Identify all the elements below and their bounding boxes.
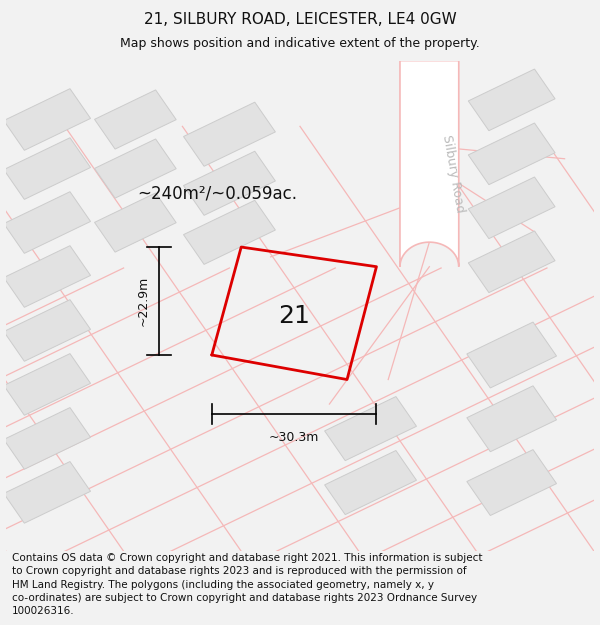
Polygon shape — [400, 61, 459, 267]
Polygon shape — [4, 354, 91, 415]
Polygon shape — [95, 193, 176, 252]
Polygon shape — [184, 102, 275, 166]
Text: ~22.9m: ~22.9m — [137, 276, 150, 326]
Polygon shape — [467, 322, 557, 388]
Polygon shape — [468, 231, 555, 292]
Polygon shape — [184, 200, 275, 264]
Polygon shape — [4, 138, 91, 199]
Polygon shape — [325, 451, 416, 514]
Polygon shape — [4, 246, 91, 308]
Polygon shape — [4, 461, 91, 523]
Text: ~240m²/~0.059ac.: ~240m²/~0.059ac. — [137, 184, 298, 202]
Text: 21, SILBURY ROAD, LEICESTER, LE4 0GW: 21, SILBURY ROAD, LEICESTER, LE4 0GW — [143, 11, 457, 26]
Polygon shape — [4, 89, 91, 151]
Polygon shape — [468, 69, 555, 131]
Text: Contains OS data © Crown copyright and database right 2021. This information is : Contains OS data © Crown copyright and d… — [12, 553, 482, 616]
Polygon shape — [467, 386, 557, 452]
Text: Silbury Road: Silbury Road — [440, 134, 466, 213]
Polygon shape — [4, 299, 91, 361]
Polygon shape — [467, 449, 557, 516]
Polygon shape — [4, 408, 91, 469]
Text: Map shows position and indicative extent of the property.: Map shows position and indicative extent… — [120, 38, 480, 51]
Polygon shape — [95, 139, 176, 198]
Text: 21: 21 — [278, 304, 310, 328]
Polygon shape — [4, 192, 91, 253]
Text: ~30.3m: ~30.3m — [269, 431, 319, 444]
Polygon shape — [184, 151, 275, 216]
Polygon shape — [468, 177, 555, 239]
Polygon shape — [468, 123, 555, 184]
Polygon shape — [95, 90, 176, 149]
Polygon shape — [325, 396, 416, 461]
